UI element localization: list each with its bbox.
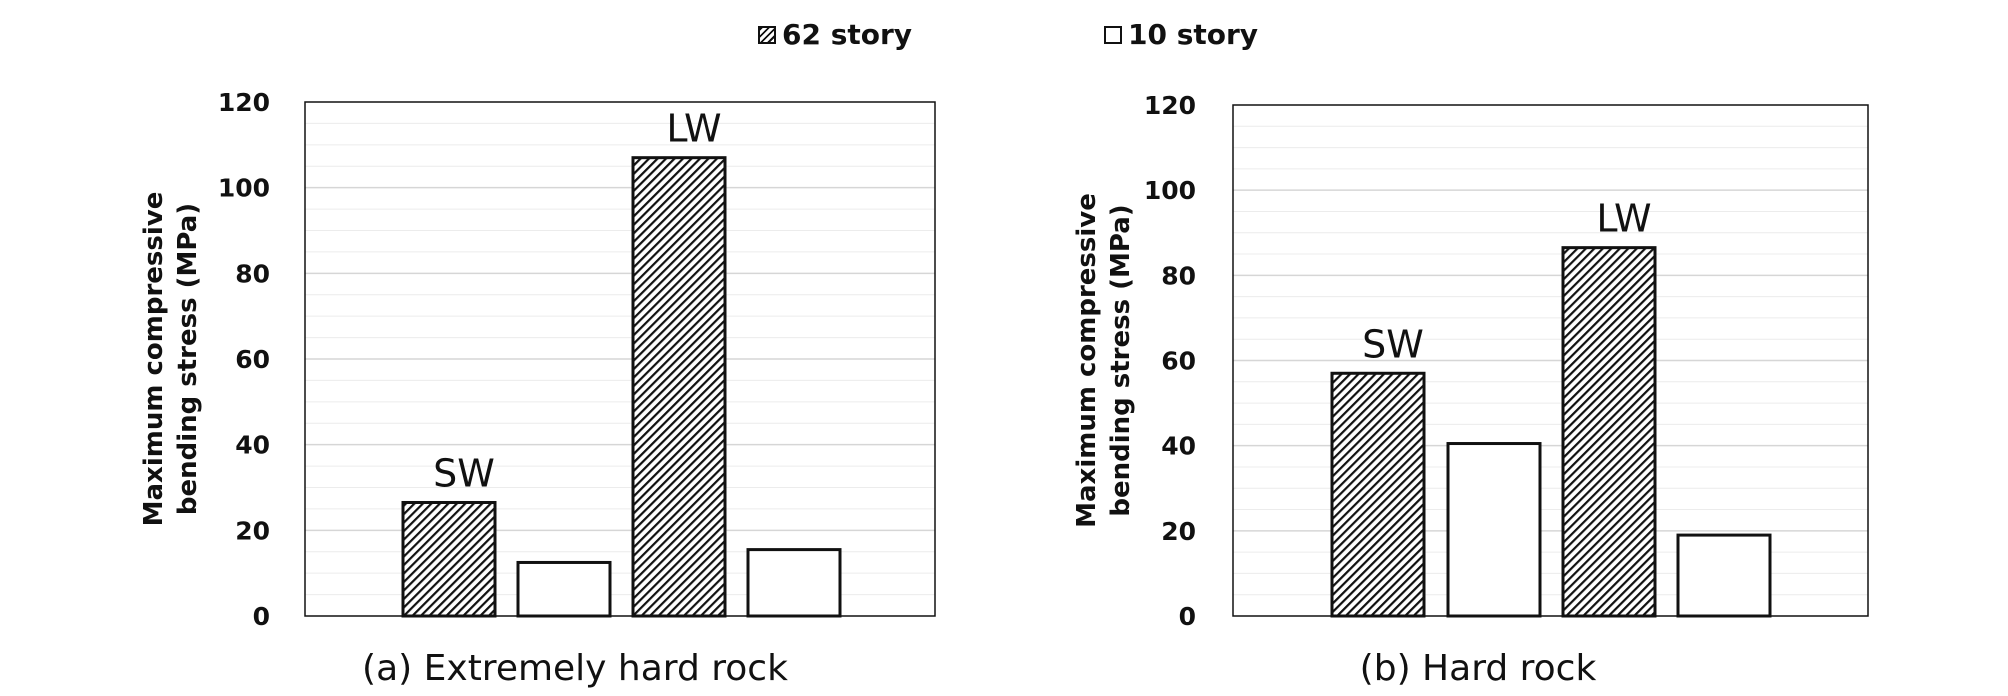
y-tick-label: 120	[1144, 91, 1196, 120]
y-axis-label-line: bending stress (MPa)	[1106, 204, 1136, 516]
bar-annotation: SW	[1362, 322, 1424, 366]
bar-62-story-lw	[1561, 246, 1657, 618]
bar-annotation: SW	[433, 451, 495, 495]
bar-62-story-sw	[401, 500, 497, 618]
legend-label: 62 story	[782, 18, 913, 51]
y-tick-label: 100	[218, 174, 270, 203]
y-tick-label: 20	[1161, 517, 1196, 546]
y-tick-label: 20	[235, 516, 270, 545]
y-tick-label: 40	[1161, 432, 1196, 461]
legend-swatch-white	[1104, 25, 1122, 44]
bar-10-story-sw	[516, 560, 612, 618]
y-axis-label: Maximum compressive bending stress (MPa)	[1072, 193, 1136, 528]
bar-10-story-lw	[1676, 533, 1772, 618]
bar-annotation: LW	[1596, 197, 1651, 241]
y-tick-label: 40	[235, 431, 270, 460]
y-tick-label: 0	[253, 602, 270, 631]
chart-caption: (a) Extremely hard rock	[362, 648, 788, 689]
bar-62-story-sw	[1330, 371, 1426, 618]
y-tick-label: 80	[1161, 261, 1196, 290]
y-tick-label: 60	[1161, 347, 1196, 376]
bar-annotation: LW	[666, 107, 721, 151]
y-tick-label: 0	[1179, 602, 1196, 631]
y-tick-label: 120	[218, 88, 270, 117]
bar-10-story-sw	[1446, 442, 1542, 618]
y-axis-label-line: Maximum compressive	[139, 192, 169, 527]
y-axis-label-line: Maximum compressive	[1072, 193, 1102, 528]
bar-62-story-lw	[631, 156, 727, 618]
plot-frame	[1232, 104, 1869, 617]
y-tick-label: 60	[235, 345, 270, 374]
chart-a: 0 20 40 60 80 100 120 Maximum compressive bendin…	[139, 88, 936, 689]
chart-caption: (b) Hard rock	[1360, 648, 1597, 689]
legend-item-10-story: 10 story	[1104, 18, 1258, 51]
legend-item-62-story: 62 story	[758, 18, 912, 51]
chart-b: 0 20 40 60 80 100 120 Maximum compressive bendin…	[1072, 91, 1869, 689]
y-tick-label: 100	[1144, 176, 1196, 205]
legend-label: 10 story	[1128, 18, 1259, 51]
y-axis-label-line: bending stress (MPa)	[173, 203, 203, 515]
plot-frame	[304, 101, 936, 617]
legend-swatch-hatched	[758, 25, 776, 44]
bar-10-story-lw	[746, 548, 842, 618]
legend: 62 story 10 story	[0, 18, 2008, 58]
y-tick-label: 80	[235, 259, 270, 288]
y-axis-label: Maximum compressive bending stress (MPa)	[139, 192, 203, 527]
